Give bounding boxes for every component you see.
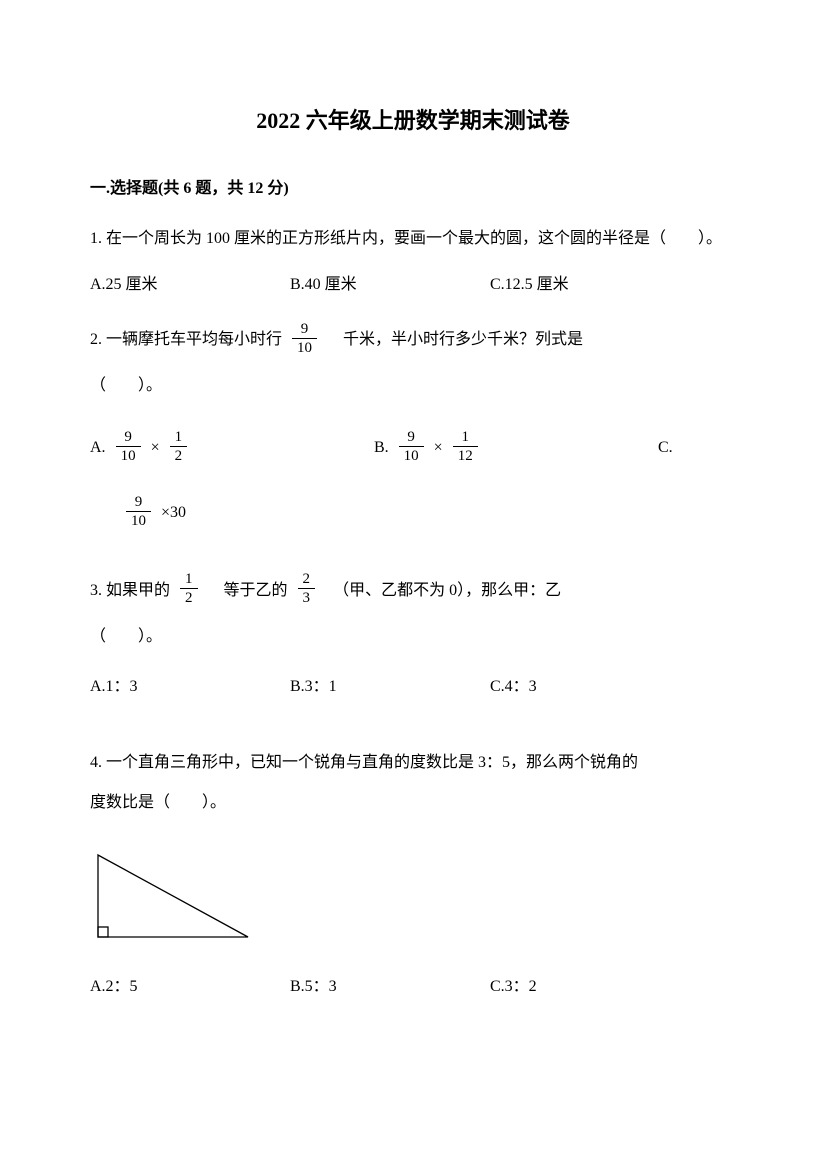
question-2: 2. 一辆摩托车平均每小时行 9 10 千米，半小时行多少千米？列式是 （ ）。… [90, 322, 736, 531]
q2-frac1: 9 10 [292, 320, 317, 357]
q2-optB-frac2: 1 12 [453, 428, 478, 465]
q2-text-before: 2. 一辆摩托车平均每小时行 [90, 331, 282, 348]
q4-options: A.2：5 B.5：3 C.3：2 [90, 972, 736, 1002]
page-title: 2022 六年级上册数学期末测试卷 [90, 100, 736, 142]
q2-optA-f1-den: 10 [116, 447, 141, 465]
q4-triangle [90, 847, 736, 956]
q3-f2-num: 2 [298, 570, 316, 589]
q2-paren: （ ）。 [90, 371, 736, 401]
q2-optB-f2-den: 12 [453, 447, 478, 465]
q3-f2-den: 3 [298, 589, 316, 607]
q2-option-c-body: 9 10 ×30 [120, 495, 736, 532]
q3-text-before: 3. 如果甲的 [90, 582, 170, 599]
q3-options: A.1：3 B.3：1 C.4：3 [90, 672, 736, 702]
q3-f1-den: 2 [180, 589, 198, 607]
q2-optB-f1-den: 10 [399, 447, 424, 465]
q2-optB-frac1: 9 10 [399, 428, 424, 465]
right-angle-marker [98, 927, 108, 937]
q2-optC-rest: ×30 [161, 504, 186, 521]
q2-optC-f1-num: 9 [126, 493, 151, 512]
question-1: 1. 在一个周长为 100 厘米的正方形纸片内，要画一个最大的圆，这个圆的半径是… [90, 222, 736, 300]
q2-optA-mul: × [151, 439, 160, 456]
q3-option-b: B.3：1 [290, 672, 490, 702]
q1-text: 1. 在一个周长为 100 厘米的正方形纸片内，要画一个最大的圆，这个圆的半径是… [90, 222, 736, 256]
triangle-icon [90, 847, 255, 945]
q4-option-c: C.3：2 [490, 972, 690, 1002]
triangle-poly [98, 855, 248, 937]
q2-optB-f1-num: 9 [399, 428, 424, 447]
q4-option-a: A.2：5 [90, 972, 290, 1002]
q4-line2: 度数比是（ ）。 [90, 783, 736, 823]
q2-frac1-den: 10 [292, 339, 317, 357]
q1-option-c: C.12.5 厘米 [490, 270, 690, 300]
q3-option-a: A.1：3 [90, 672, 290, 702]
q2-optC-f1-den: 10 [126, 512, 151, 530]
q2-optB-label: B. [374, 439, 389, 456]
q1-option-a: A.25 厘米 [90, 270, 290, 300]
question-3: 3. 如果甲的 1 2 等于乙的 2 3 （甲、乙都不为 0），那么甲：乙 （ … [90, 572, 736, 703]
q4-line1: 4. 一个直角三角形中，已知一个锐角与直角的度数比是 3：5，那么两个锐角的 [90, 743, 736, 783]
q2-optA-label: A. [90, 439, 106, 456]
q3-paren: （ ）。 [90, 622, 736, 652]
q2-optC-frac1: 9 10 [126, 493, 151, 530]
q2-optB-mul: × [434, 439, 443, 456]
q3-text-after: （甲、乙都不为 0），那么甲：乙 [325, 582, 561, 599]
q2-option-b: B. 9 10 × 1 12 [374, 430, 654, 467]
q2-optA-f1-num: 9 [116, 428, 141, 447]
q2-option-a: A. 9 10 × 1 2 [90, 430, 370, 467]
q2-optA-frac1: 9 10 [116, 428, 141, 465]
q3-text: 3. 如果甲的 1 2 等于乙的 2 3 （甲、乙都不为 0），那么甲：乙 [90, 572, 736, 610]
q1-option-b: B.40 厘米 [290, 270, 490, 300]
q3-frac2: 2 3 [298, 570, 316, 607]
q2-option-c-label: C. [658, 433, 673, 463]
q2-frac1-num: 9 [292, 320, 317, 339]
q3-f1-num: 1 [180, 570, 198, 589]
q4-text: 4. 一个直角三角形中，已知一个锐角与直角的度数比是 3：5，那么两个锐角的 度… [90, 743, 736, 823]
q2-optA-f2-den: 2 [170, 447, 188, 465]
q3-option-c: C.4：3 [490, 672, 690, 702]
q3-text-mid: 等于乙的 [208, 582, 288, 599]
q4-option-b: B.5：3 [290, 972, 490, 1002]
q2-text: 2. 一辆摩托车平均每小时行 9 10 千米，半小时行多少千米？列式是 [90, 322, 736, 359]
question-4: 4. 一个直角三角形中，已知一个锐角与直角的度数比是 3：5，那么两个锐角的 度… [90, 743, 736, 1003]
q2-optA-frac2: 1 2 [170, 428, 188, 465]
q3-frac1: 1 2 [180, 570, 198, 607]
q2-text-after: 千米，半小时行多少千米？列式是 [327, 331, 583, 348]
q2-options: A. 9 10 × 1 2 B. 9 10 × 1 12 C. [90, 430, 736, 467]
q2-optA-f2-num: 1 [170, 428, 188, 447]
q1-options: A.25 厘米 B.40 厘米 C.12.5 厘米 [90, 270, 736, 300]
section-header: 一.选择题(共 6 题，共 12 分) [90, 174, 736, 204]
q2-optB-f2-num: 1 [453, 428, 478, 447]
